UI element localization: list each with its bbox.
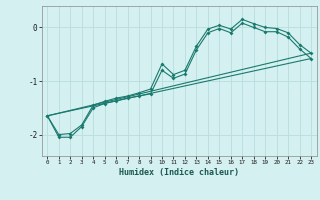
X-axis label: Humidex (Indice chaleur): Humidex (Indice chaleur) — [119, 168, 239, 177]
